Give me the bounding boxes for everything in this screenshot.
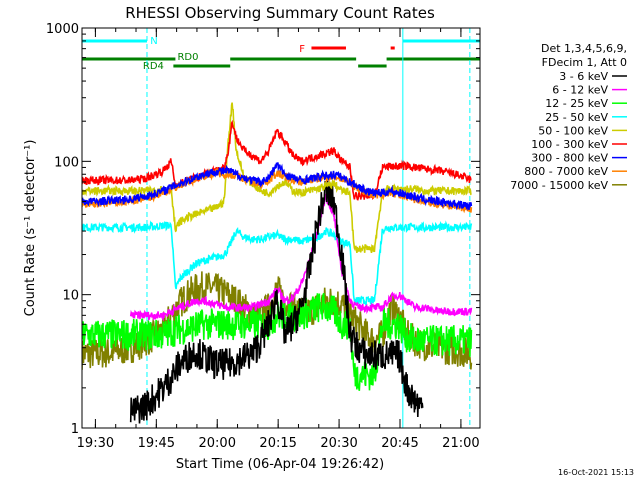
series-line-3 (82, 220, 473, 307)
series-line-1 (129, 193, 473, 322)
flag-label-f: F (299, 44, 305, 55)
x-tick-label: 20:30 (320, 436, 357, 451)
x-tick-label: 19:45 (138, 436, 175, 451)
y-axis-label: Count Rate (s⁻¹ detector⁻¹) (23, 140, 38, 317)
series-group (82, 102, 473, 424)
y-tick-label: 100 (54, 155, 79, 170)
chart-title: RHESSI Observing Summary Count Rates (125, 4, 435, 22)
legend-label: 3 - 6 keV (559, 70, 608, 83)
legend-label: 50 - 100 keV (538, 124, 608, 137)
flag-label-n: N (150, 36, 157, 47)
series-line-2 (82, 293, 473, 391)
y-axis: 1 10 100 1000 (46, 22, 480, 437)
legend-label: 25 - 50 keV (545, 111, 608, 124)
legend-label: 800 - 7000 keV (524, 165, 608, 178)
date-stamp: 16-Oct-2021 15:13 (558, 468, 634, 477)
y-tick-label: 1 (71, 422, 79, 437)
legend-label: 300 - 800 keV (531, 152, 608, 165)
x-tick-label: 21:00 (442, 436, 479, 451)
legend: Det 1,3,4,5,6,9, FDecim 1, Att 0 3 - 6 k… (510, 42, 627, 192)
y-tick-label: 10 (62, 289, 79, 304)
x-axis-label: Start Time (06-Apr-04 19:26:42) (176, 457, 384, 472)
legend-label: 100 - 300 keV (531, 138, 608, 151)
legend-label: 6 - 12 keV (552, 84, 608, 97)
plot-frame (81, 27, 481, 429)
series-line-5 (82, 119, 472, 201)
series-line-4 (82, 102, 472, 254)
flag-label-rd0: RD0 (177, 52, 198, 63)
x-tick-label: 19:30 (77, 436, 114, 451)
x-axis: 19:30 19:45 20:00 20:15 20:30 20:45 21:00 (77, 28, 480, 451)
series-line-6 (82, 162, 473, 211)
y-tick-label: 1000 (46, 22, 79, 37)
flag-bars: N F RD0 RD4 (82, 36, 480, 72)
x-tick-label: 20:45 (381, 436, 418, 451)
legend-header-fdecim: FDecim 1, Att 0 (542, 56, 627, 69)
x-tick-label: 20:15 (259, 436, 296, 451)
series-line-0 (129, 180, 424, 424)
legend-header-detectors: Det 1,3,4,5,6,9, (541, 42, 627, 55)
flag-label-rd4: RD4 (143, 61, 164, 72)
legend-label: 12 - 25 keV (545, 97, 608, 110)
x-tick-label: 20:00 (199, 436, 236, 451)
legend-label: 7000 - 15000 keV (510, 179, 608, 192)
